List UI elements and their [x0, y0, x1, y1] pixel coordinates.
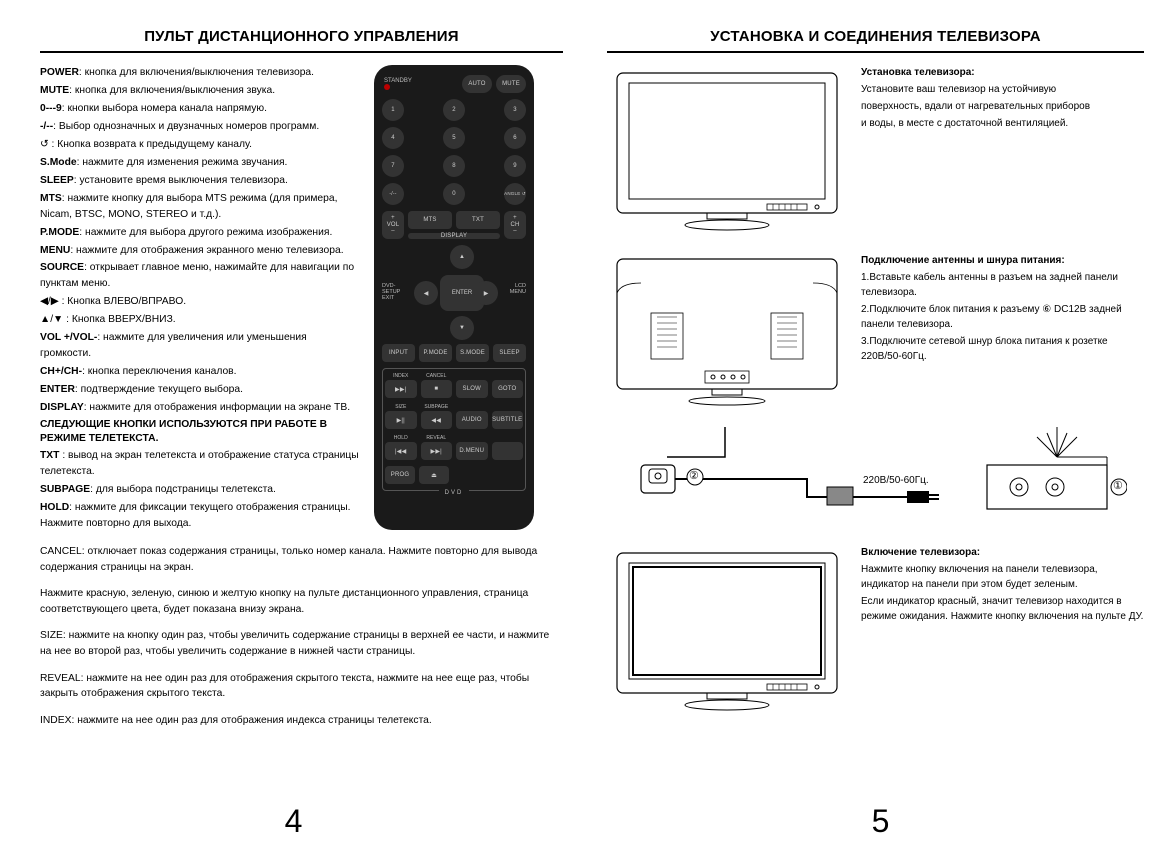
lcd-menu-label: LCD MENU: [496, 283, 526, 295]
page-5-title: УСТАНОВКА И СОЕДИНЕНИЯ ТЕЛЕВИЗОРА: [607, 28, 1144, 45]
section-connect: Подключение антенны и шнура питания: 1.В…: [607, 253, 1144, 527]
dpad-down: ▼: [450, 316, 474, 340]
dpad-up: ▲: [450, 245, 474, 269]
section-poweron: Включение телевизора: Нажмите кнопку вкл…: [607, 545, 1144, 715]
dvd-section: INDEXCANCEL ▶▶|■SLOWGOTO SIZESUBPAGE ▶||…: [382, 368, 526, 491]
digit-dash: -/--: [382, 183, 404, 205]
digit-9: 9: [504, 155, 526, 177]
digit-8: 8: [443, 155, 465, 177]
remote-definitions: POWER: кнопка для включения/выключения т…: [40, 65, 360, 534]
page-number-5: 5: [587, 803, 1174, 840]
vol-rocker: + VOL –: [382, 211, 404, 239]
ch-rocker: + CH –: [504, 211, 526, 239]
remote-figure: STANDBY AUTO MUTE 1 2 3 4 5 6 7 8 9 -/-- 0 ANGLE…: [374, 65, 534, 530]
dvd-setup-label: DVD- SETUP EXIT: [382, 283, 412, 301]
digit-1: 1: [382, 99, 404, 121]
page-4: ПУЛЬТ ДИСТАНЦИОННОГО УПРАВЛЕНИЯ POWER: к…: [0, 0, 587, 850]
standby-label: STANDBY: [384, 78, 412, 84]
mts-button: MTS: [408, 211, 452, 229]
title-rule-left: [40, 51, 563, 53]
dpad: DVD- SETUP EXIT LCD MENU ▲ ◀ ENTER ▶ ▼: [382, 245, 526, 340]
tv-front-figure: [607, 65, 847, 235]
input-button: INPUT: [382, 344, 415, 362]
mute-button: MUTE: [496, 75, 526, 93]
smode-button: S.MODE: [456, 344, 489, 362]
pmode-button: P.MODE: [419, 344, 452, 362]
digit-4: 4: [382, 127, 404, 149]
left-columns: POWER: кнопка для включения/выключения т…: [40, 65, 563, 534]
standby-led-icon: [384, 84, 390, 90]
digit-0: 0: [443, 183, 465, 205]
digit-5: 5: [443, 127, 465, 149]
dpad-right: ▶: [474, 281, 498, 305]
title-rule-right: [607, 51, 1144, 53]
circled-1: ①: [1113, 479, 1123, 492]
angle-return-button: ANGLE ↺: [504, 183, 526, 205]
digit-6: 6: [504, 127, 526, 149]
page-number-4: 4: [0, 803, 587, 840]
dpad-left: ◀: [414, 281, 438, 305]
manual-spread: ПУЛЬТ ДИСТАНЦИОННОГО УПРАВЛЕНИЯ POWER: к…: [0, 0, 1174, 850]
page-5: УСТАНОВКА И СОЕДИНЕНИЯ ТЕЛЕВИЗОРА Устано…: [587, 0, 1174, 850]
poweron-text: Включение телевизора: Нажмите кнопку вкл…: [861, 545, 1144, 715]
auto-button: AUTO: [462, 75, 492, 93]
txt-button: TXT: [456, 211, 500, 229]
tv-front-figure-2: [607, 545, 847, 715]
display-button: DISPLAY: [408, 233, 500, 239]
install-text: Установка телевизора: Установите ваш тел…: [861, 65, 1144, 235]
section-install: Установка телевизора: Установите ваш тел…: [607, 65, 1144, 235]
teletext-head: СЛЕДУЮЩИЕ КНОПКИ ИСПОЛЬЗУЮТСЯ ПРИ РАБОТЕ…: [40, 418, 360, 446]
digit-7: 7: [382, 155, 404, 177]
teletext-wide: CANCEL: отключает показ содержания стран…: [40, 544, 563, 729]
circled-2: ②: [689, 469, 699, 482]
wiring-figure: ② 220В/50-60Гц. ①: [607, 427, 1144, 527]
tv-rear-figure: [607, 253, 847, 413]
sleep-button: SLEEP: [493, 344, 526, 362]
digit-3: 3: [504, 99, 526, 121]
connect-text: Подключение антенны и шнура питания: 1.В…: [861, 253, 1144, 413]
digit-2: 2: [443, 99, 465, 121]
page-4-title: ПУЛЬТ ДИСТАНЦИОННОГО УПРАВЛЕНИЯ: [40, 28, 563, 45]
socket-label: 220В/50-60Гц.: [863, 475, 929, 486]
